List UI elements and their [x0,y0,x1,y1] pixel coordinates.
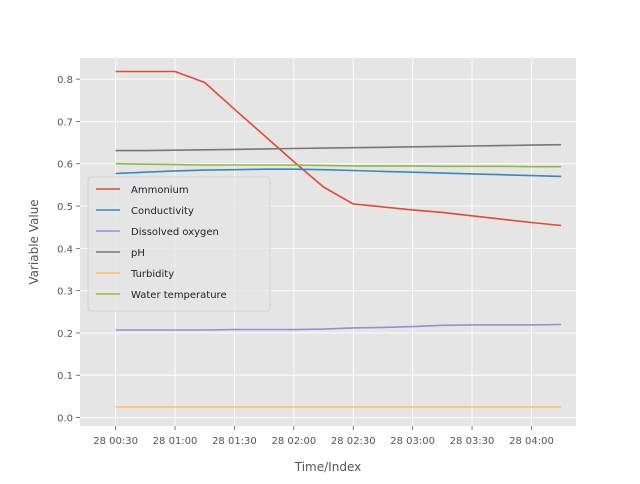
series-lines [115,70,562,408]
x-tick-label: 28 01:00 [153,436,198,447]
y-tick-label: 0.1 [57,371,73,382]
series-line-ph [115,143,562,152]
y-tick-label: 0.3 [57,287,73,298]
legend-label: Turbidity [130,269,174,280]
x-tick-label: 28 00:30 [93,436,138,447]
legend-label: Conductivity [131,206,194,217]
y-tick-label: 0.0 [57,414,73,425]
x-tick-label: 28 03:00 [390,436,435,447]
y-tick-label: 0.6 [57,160,73,171]
legend-label: Dissolved oxygen [131,227,219,238]
legend-box [87,176,271,312]
series-line-water-temperature [115,162,562,168]
series-line-dissolved-oxygen [115,323,562,331]
x-axis-label: Time/Index [294,460,361,474]
y-axis-ticks: 0.0 0.1 0.2 0.3 0.4 0.5 0.6 0.7 0.8 [57,75,80,425]
x-tick-label: 28 03:30 [450,436,495,447]
legend-label: pH [131,248,145,259]
legend: Ammonium Conductivity Dissolved oxygen pH Tu… [87,176,271,312]
legend-label: Ammonium [131,185,189,196]
y-tick-label: 0.7 [57,117,73,128]
y-tick-label: 0.2 [57,329,73,340]
y-axis-label: Variable Value [27,199,41,284]
series-line-ammonium [115,70,562,227]
legend-label: Water temperature [131,290,227,301]
y-tick-label: 0.5 [57,202,73,213]
x-tick-label: 28 02:00 [271,436,316,447]
y-tick-label: 0.4 [57,244,73,255]
x-axis-ticks: 28 00:30 28 01:00 28 01:30 28 02:00 28 02:30… [93,426,554,447]
x-tick-label: 28 04:00 [509,436,554,447]
x-tick-label: 28 02:30 [331,436,376,447]
x-tick-label: 28 01:30 [212,436,257,447]
y-tick-label: 0.8 [57,75,73,86]
series-line-conductivity [115,168,562,178]
